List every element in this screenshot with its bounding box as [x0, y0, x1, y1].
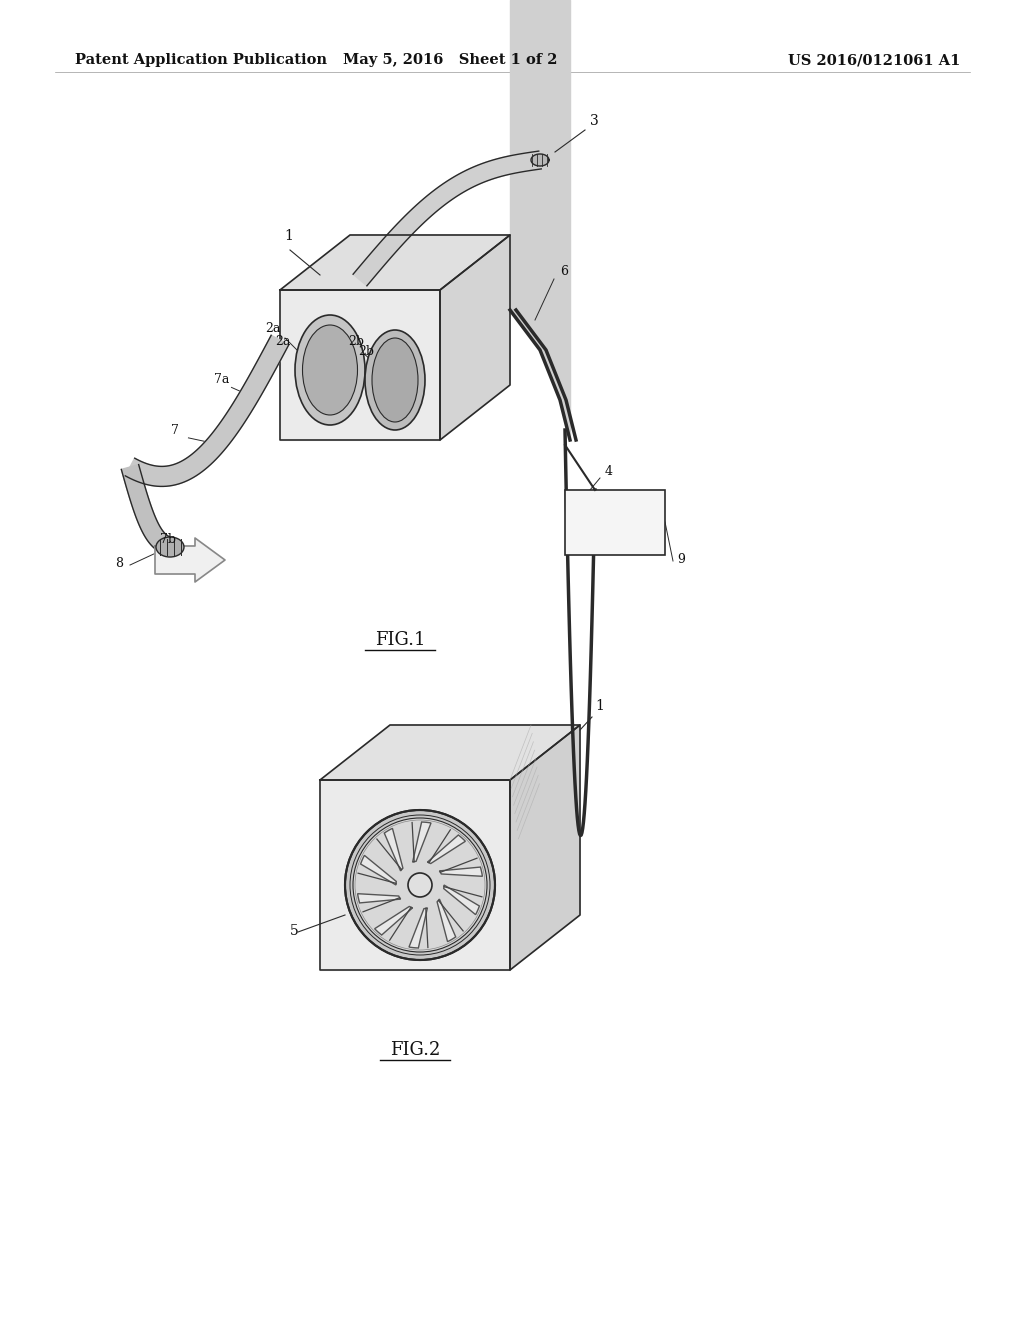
Polygon shape — [319, 780, 510, 970]
Ellipse shape — [302, 325, 357, 414]
Text: 2b: 2b — [358, 345, 374, 358]
Circle shape — [353, 818, 487, 952]
Text: 2a: 2a — [275, 335, 291, 348]
Polygon shape — [360, 855, 396, 884]
Text: 6: 6 — [560, 265, 568, 279]
Polygon shape — [155, 539, 225, 582]
Ellipse shape — [156, 537, 184, 557]
Polygon shape — [384, 829, 402, 871]
Text: 7: 7 — [171, 424, 179, 437]
Polygon shape — [443, 884, 479, 915]
Polygon shape — [353, 150, 542, 286]
Circle shape — [345, 810, 495, 960]
Text: 5: 5 — [290, 924, 299, 939]
Polygon shape — [427, 836, 465, 863]
Text: 4: 4 — [605, 465, 613, 478]
Text: 7a: 7a — [214, 374, 229, 387]
Circle shape — [408, 873, 432, 898]
Polygon shape — [440, 235, 510, 440]
Text: 2b: 2b — [348, 335, 364, 348]
Polygon shape — [409, 908, 427, 948]
Text: 7b: 7b — [161, 533, 176, 546]
Polygon shape — [439, 867, 482, 876]
Text: 9: 9 — [677, 553, 685, 566]
Ellipse shape — [365, 330, 425, 430]
Polygon shape — [280, 235, 510, 290]
Polygon shape — [375, 907, 413, 935]
Polygon shape — [125, 335, 289, 486]
Text: 1: 1 — [595, 700, 604, 713]
Polygon shape — [437, 899, 456, 941]
Text: 1: 1 — [284, 228, 293, 243]
Text: Patent Application Publication: Patent Application Publication — [75, 53, 327, 67]
Polygon shape — [319, 725, 580, 780]
Bar — [565, 490, 665, 554]
Polygon shape — [121, 465, 173, 556]
Text: FIG.1: FIG.1 — [375, 631, 425, 649]
Polygon shape — [357, 894, 400, 903]
Ellipse shape — [372, 338, 418, 422]
Polygon shape — [531, 154, 549, 166]
Ellipse shape — [295, 315, 365, 425]
Text: US 2016/0121061 A1: US 2016/0121061 A1 — [787, 53, 961, 67]
Text: May 5, 2016   Sheet 1 of 2: May 5, 2016 Sheet 1 of 2 — [343, 53, 557, 67]
Text: 2a: 2a — [265, 322, 281, 335]
Polygon shape — [413, 822, 431, 862]
Text: 3: 3 — [590, 114, 599, 128]
Polygon shape — [510, 725, 580, 970]
Polygon shape — [280, 290, 440, 440]
Text: 8: 8 — [115, 557, 123, 570]
Text: FIG.2: FIG.2 — [390, 1041, 440, 1059]
